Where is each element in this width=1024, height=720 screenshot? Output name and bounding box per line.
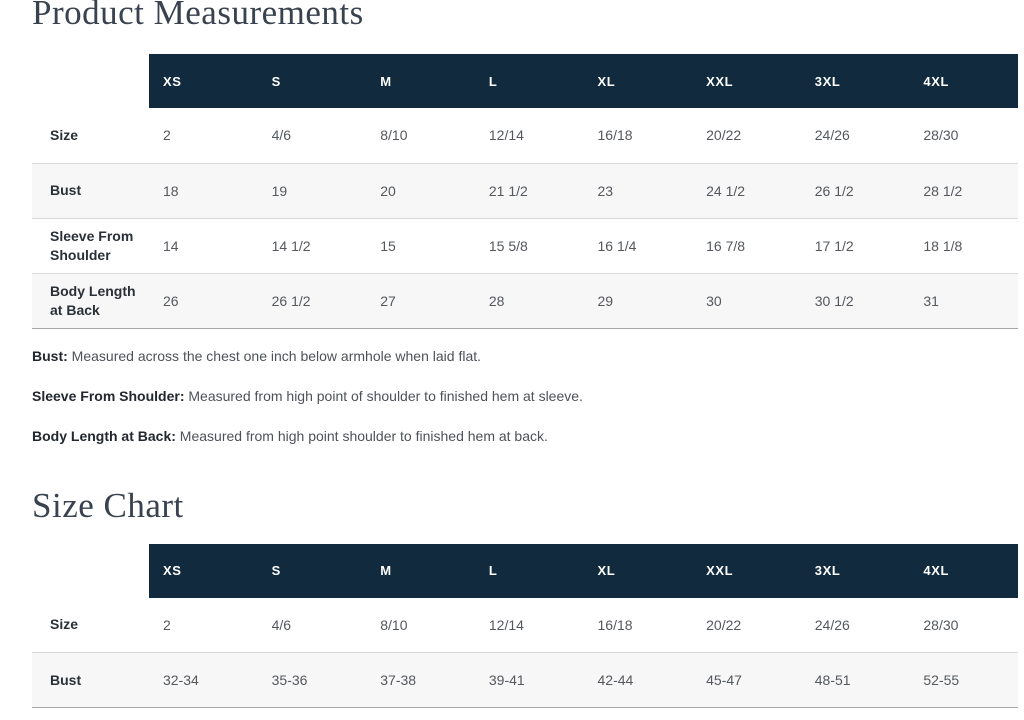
column-header-s: S <box>257 54 367 108</box>
cell-value: 52-55 <box>923 672 960 688</box>
column-header-xxl: XXL <box>692 54 801 108</box>
cell-value: 28/30 <box>923 127 959 144</box>
row-label: Size <box>50 126 79 143</box>
cell-value: 16/18 <box>597 127 633 144</box>
cell-value: 24/26 <box>814 127 850 144</box>
note-sleeve: Sleeve From Shoulder: Measured from high… <box>32 386 1024 406</box>
cell-value: 23 <box>597 182 614 199</box>
cell-value: 26 <box>163 292 179 309</box>
column-header-3xl: 3XL <box>800 54 910 108</box>
row-label: Body Length at Back <box>50 282 136 318</box>
cell-value: 24/26 <box>814 616 850 633</box>
column-header-l: L <box>474 54 584 108</box>
cell-value: 16 1/4 <box>597 237 637 254</box>
table-row: Body Length at Back 26 26 1/2 27 28 29 30 30 1/… <box>32 273 1018 328</box>
column-header-xs: XS <box>149 54 258 108</box>
column-header-xs: XS <box>149 543 258 598</box>
cell-value: 8/10 <box>380 127 408 144</box>
cell-value: 15 5/8 <box>488 237 528 254</box>
column-header-xxl: XXL <box>692 543 801 598</box>
cell-value: 4/6 <box>271 616 292 633</box>
column-header-4xl: 4XL <box>909 54 1018 108</box>
cell-value: 8/10 <box>380 616 408 633</box>
column-header-m: M <box>366 543 475 598</box>
cell-value: 30 <box>706 292 722 309</box>
cell-value: 16 7/8 <box>706 237 746 254</box>
row-label: Sleeve From Shoulder <box>50 227 134 263</box>
cell-value: 37-38 <box>380 672 417 688</box>
cell-value: 12/14 <box>488 127 524 144</box>
cell-value: 19 <box>271 182 288 199</box>
note-sleeve-text: Measured from high point of shoulder to … <box>188 387 583 404</box>
cell-value: 28/30 <box>923 616 959 633</box>
column-header-m: M <box>366 54 475 108</box>
table-row: Bust 18 19 20 21 1/2 23 24 1/2 26 1/2 28 1/2 <box>32 163 1018 218</box>
note-bust: Bust: Measured across the chest one inch… <box>32 346 1024 366</box>
product-measurements-title: Product Measurements <box>32 0 364 32</box>
table-row: Bust 32-34 35-36 37-38 39-41 42-44 45-47 48-51 5… <box>32 652 1018 708</box>
cell-value: 24 1/2 <box>706 182 746 199</box>
cell-value: 27 <box>380 292 396 309</box>
cell-value: 14 1/2 <box>271 237 311 254</box>
cell-value: 28 <box>488 292 505 309</box>
cell-value: 45-47 <box>706 672 742 688</box>
cell-value: 26 1/2 <box>271 292 311 309</box>
cell-value: 14 <box>163 237 179 254</box>
size-chart-title: Size Chart <box>32 485 184 525</box>
row-label: Size <box>50 616 79 633</box>
table-header-row: XS S M L XL XXL 3XL 4XL <box>32 54 1018 108</box>
cell-value: 29 <box>597 292 614 309</box>
cell-value: 18 1/8 <box>923 237 963 254</box>
cell-value: 18 <box>163 182 179 199</box>
row-label: Bust <box>50 671 82 688</box>
cell-value: 2 <box>163 616 171 633</box>
table-header-row: XS S M L XL XXL 3XL 4XL <box>32 543 1018 598</box>
note-body-length-text: Measured from high point shoulder to fin… <box>179 427 548 444</box>
note-body-length: Body Length at Back: Measured from high … <box>32 426 1024 446</box>
cell-value: 31 <box>923 292 939 309</box>
cell-value: 4/6 <box>271 127 292 144</box>
cell-value: 20/22 <box>706 616 742 633</box>
size-chart-table: XS S M L XL XXL 3XL 4XL Size 2 4/6 8/10 12/14 16/18 20… <box>32 543 1018 709</box>
product-measurements-table: XS S M L XL XXL 3XL 4XL Size 2 4/6 8/10 12/14 16/18 20… <box>32 54 1018 329</box>
cell-value: 2 <box>163 127 171 144</box>
cell-value: 20 <box>380 182 396 199</box>
cell-value: 39-41 <box>488 672 525 688</box>
cell-value: 26 1/2 <box>814 182 854 199</box>
table-corner-cell <box>32 54 149 108</box>
cell-value: 35-36 <box>271 672 308 688</box>
cell-value: 30 1/2 <box>814 292 854 309</box>
column-header-4xl: 4XL <box>909 543 1018 598</box>
cell-value: 20/22 <box>706 127 742 144</box>
note-bust-text: Measured across the chest one inch below… <box>71 347 482 364</box>
column-header-xl: XL <box>583 543 693 598</box>
table-row: Size 2 4/6 8/10 12/14 16/18 20/22 24/26 28/30 <box>32 108 1018 163</box>
column-header-s: S <box>257 543 367 598</box>
column-header-l: L <box>474 543 584 598</box>
table-corner-cell <box>32 543 149 598</box>
measurement-notes: Bust: Measured across the chest one inch… <box>32 346 1024 446</box>
cell-value: 28 1/2 <box>923 182 963 199</box>
cell-value: 32-34 <box>163 672 199 688</box>
row-label: Bust <box>50 182 82 198</box>
cell-value: 21 1/2 <box>488 182 528 199</box>
note-bust-label: Bust: <box>32 347 68 364</box>
table-row: Sleeve From Shoulder 14 14 1/2 15 15 5/8 16 1… <box>32 218 1018 273</box>
note-sleeve-label: Sleeve From Shoulder: <box>32 387 185 404</box>
cell-value: 42-44 <box>597 672 634 688</box>
table-row: Size 2 4/6 8/10 12/14 16/18 20/22 24/26 28/30 <box>32 597 1018 653</box>
note-body-length-label: Body Length at Back: <box>32 427 176 444</box>
cell-value: 12/14 <box>488 616 524 633</box>
column-header-xl: XL <box>583 54 693 108</box>
cell-value: 17 1/2 <box>814 237 854 254</box>
cell-value: 16/18 <box>597 616 633 633</box>
cell-value: 48-51 <box>814 672 851 688</box>
cell-value: 15 <box>380 237 396 254</box>
column-header-3xl: 3XL <box>800 543 910 598</box>
